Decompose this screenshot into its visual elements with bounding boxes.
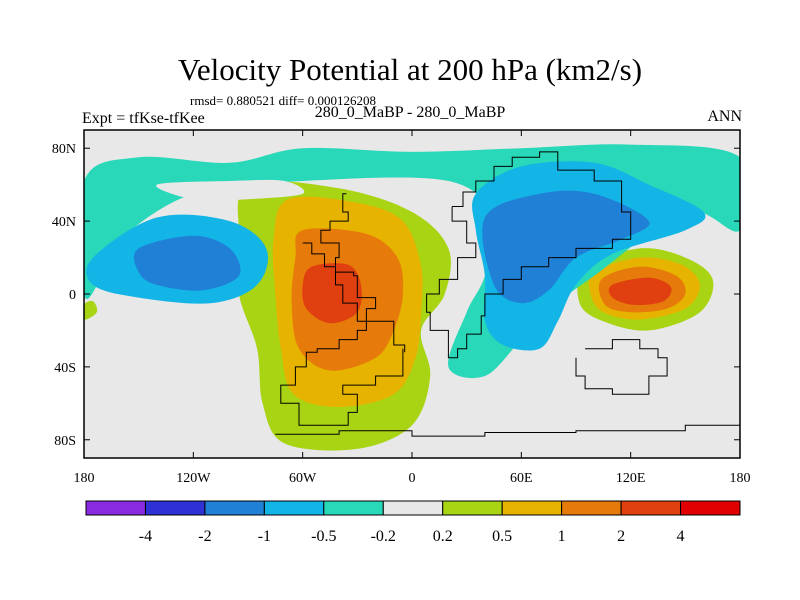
colorbar-swatch: [204, 500, 265, 516]
x-tick-label: 60E: [510, 471, 533, 486]
colorbar-label: 4: [677, 528, 685, 545]
contour-positive-atlantic-small: [84, 300, 98, 320]
subtitle-label: 280_0_MaBP - 280_0_MaBP: [314, 104, 506, 121]
colorbar-label: -1: [258, 528, 271, 545]
contour-negative-asia-1: [482, 190, 650, 304]
x-tick-label: 60W: [289, 471, 317, 486]
x-tick-label: 180: [74, 471, 95, 486]
colorbar-label: -4: [139, 528, 152, 545]
y-tick-label: 0: [69, 288, 76, 303]
colorbar-label: 0.5: [492, 528, 512, 545]
y-tick-label: 80N: [52, 142, 76, 157]
coastline-americas-outline: [280, 193, 404, 426]
coastline-layer: [275, 151, 740, 437]
coastline-africa-eurasia-outline: [426, 151, 632, 359]
colorbar-label: 1: [558, 528, 566, 545]
colorbar-swatch: [323, 500, 384, 516]
contour-positive-south-america-2: [302, 263, 362, 324]
colorbar-label: -0.5: [311, 528, 336, 545]
y-tick-label: 80S: [54, 434, 76, 449]
contour-negative-pacific-1: [133, 235, 241, 291]
x-tick-label: 120W: [176, 471, 211, 486]
colorbar-swatch: [442, 500, 503, 516]
y-tick-label: 40N: [52, 215, 76, 230]
season-label: ANN: [707, 108, 742, 125]
colorbar-swatch: [501, 500, 563, 516]
colorbar-swatch: [144, 500, 206, 516]
colorbar-label: 0.2: [433, 528, 453, 545]
x-tick-label: 0: [409, 471, 416, 486]
colorbar-swatch: [263, 500, 325, 516]
contour-positive-west-pacific-2: [608, 277, 672, 306]
coastline-australia-outline: [575, 339, 668, 395]
colorbar: -4 -2 -1 -0.5 -0.2 0.2 0.5 1 2 4: [85, 500, 741, 545]
colorbar-label: -0.2: [371, 528, 396, 545]
colorbar-swatch: [561, 500, 622, 516]
colorbar-swatch: [85, 500, 146, 516]
colorbar-label: -2: [198, 528, 211, 545]
colorbar-swatch: [620, 500, 682, 516]
contour-neutral-arctic: [156, 179, 305, 201]
y-tick-label: 40S: [54, 361, 76, 376]
stats-label: rmsd= 0.880521 diff= 0.000126208: [190, 93, 376, 108]
coastline-antarctica-outline: [275, 424, 740, 437]
map-layer: [84, 130, 740, 458]
colorbar-swatch: [382, 500, 444, 516]
chart-title: Velocity Potential at 200 hPa (km2/s): [177, 52, 643, 87]
coastline-north-america-outline: [302, 242, 406, 353]
x-tick-label: 120E: [616, 471, 646, 486]
x-tick-label: 180: [730, 471, 751, 486]
experiment-label: Expt = tfKse-tfKee: [82, 110, 205, 127]
contour-neutral-south-indian: [84, 321, 259, 450]
axis-layer: 180 120W 60W 0 60E 120E 180 80N 40N 0 40S 80S: [52, 130, 751, 486]
colorbar-label: 2: [617, 528, 625, 545]
colorbar-swatch: [680, 500, 741, 516]
